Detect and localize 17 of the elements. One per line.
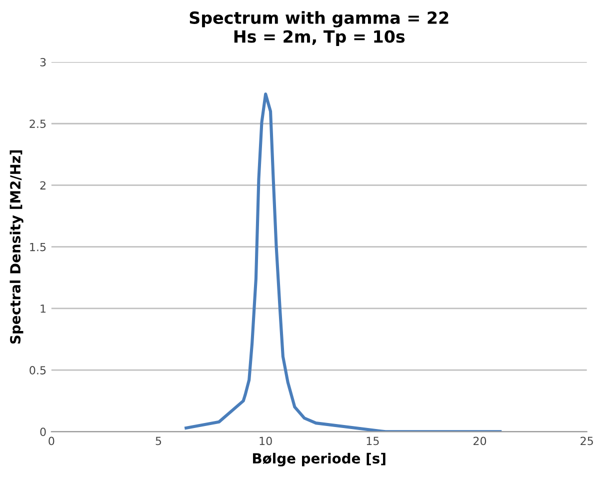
x-tick-label: 20 [474, 436, 486, 446]
line-series [184, 92, 502, 432]
y-tick-label: 1.5 [30, 242, 46, 252]
x-tick-label: 0 [48, 436, 54, 446]
y-axis-title: Spectral Density [M2/Hz] [10, 150, 24, 344]
x-tick-label: 10 [260, 436, 272, 446]
x-tick-label: 25 [580, 436, 593, 446]
x-axis-title: Bølge periode [s] [253, 452, 386, 466]
y-tick-label: 2 [40, 181, 46, 190]
chart-title: Spectrum with gamma = 22 Hs = 2m, Tp = 10s [190, 11, 448, 46]
y-tick-label: 3 [40, 58, 46, 66]
y-tick-label: 0 [40, 428, 46, 436]
x-tick-label: 15 [366, 436, 379, 446]
y-tick-label: 0.5 [30, 366, 46, 374]
y-tick-label: 2.5 [30, 120, 46, 128]
y-tick-label: 1 [40, 304, 46, 313]
x-tick-label: 5 [156, 436, 162, 446]
